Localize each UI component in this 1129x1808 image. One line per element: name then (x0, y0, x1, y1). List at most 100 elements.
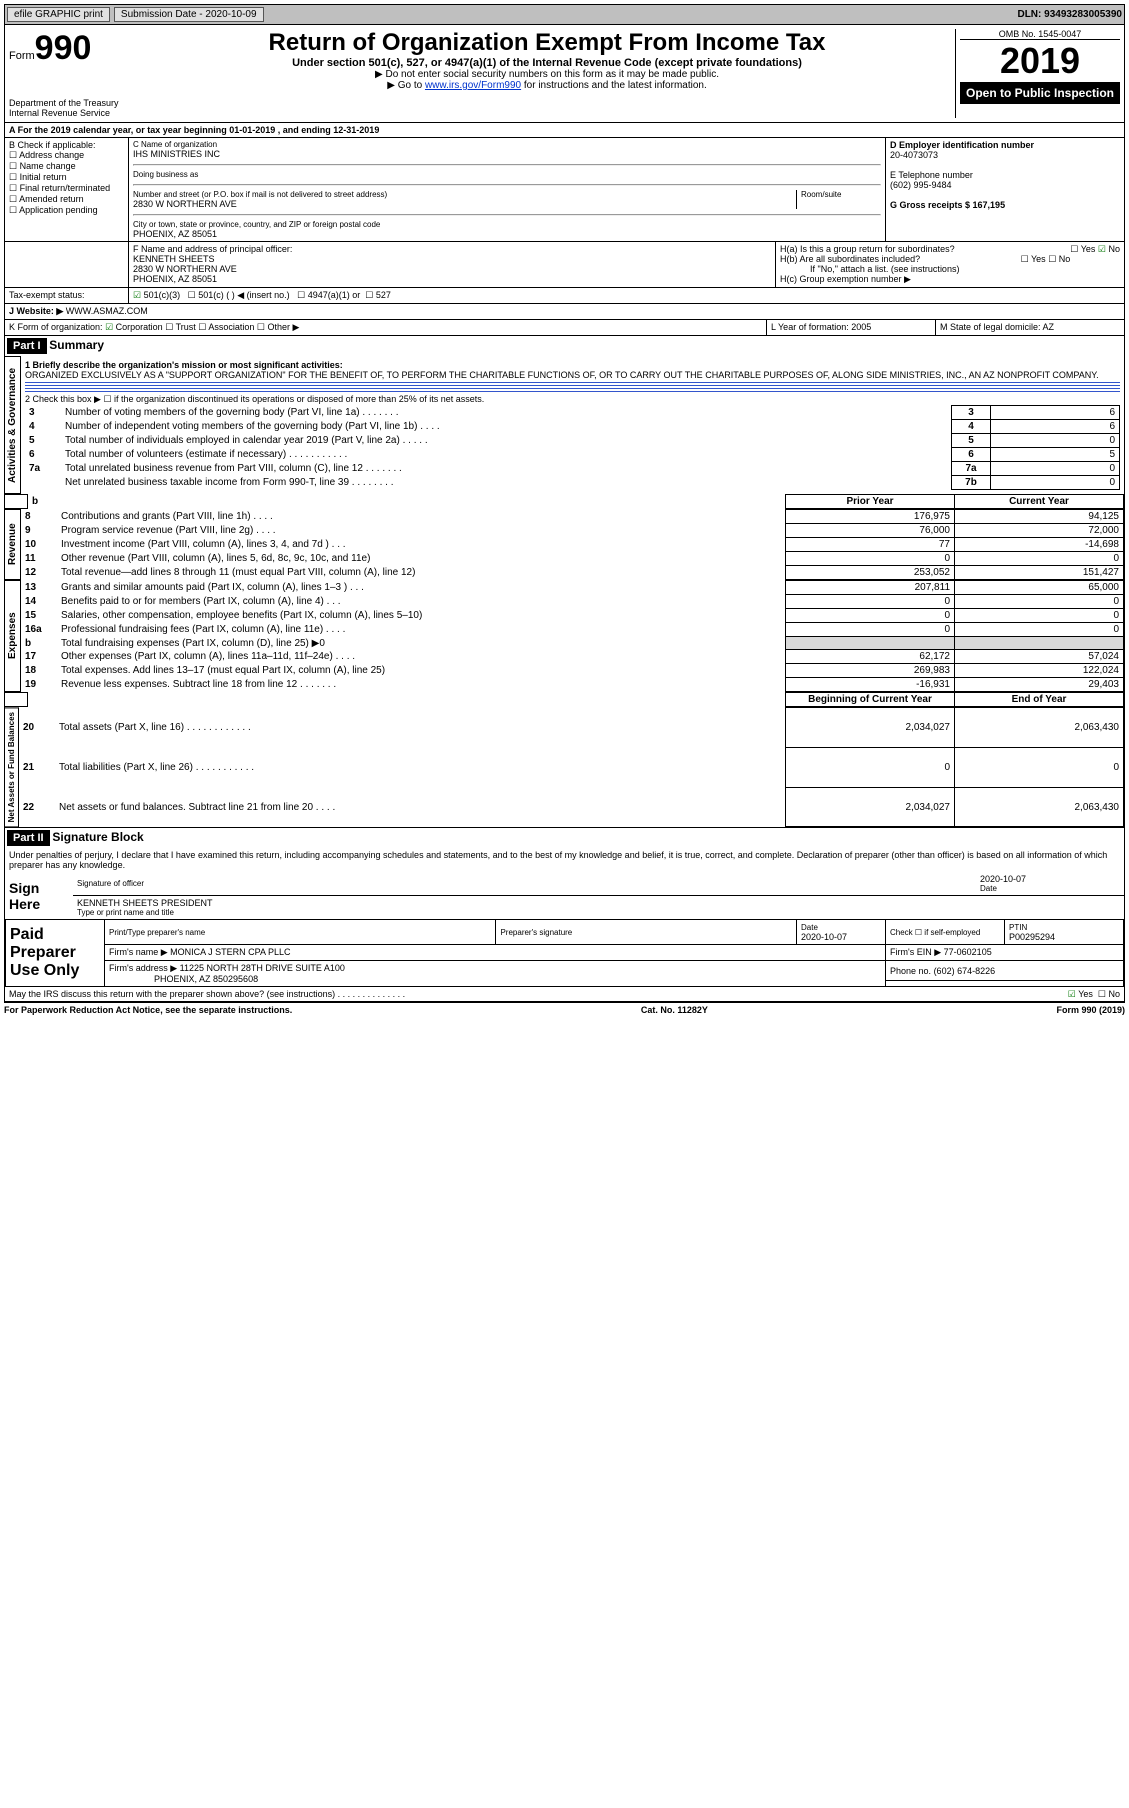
dept-label: Department of the Treasury Internal Reve… (9, 98, 139, 118)
chk-address[interactable]: Address change (9, 150, 124, 161)
date-label: Date (980, 884, 1120, 893)
efile-button[interactable]: efile GRAPHIC print (7, 7, 110, 22)
k-label: K Form of organization: (9, 322, 103, 332)
ha-no[interactable]: No (1098, 244, 1120, 254)
year-block: OMB No. 1545-0047 2019 Open to Public In… (955, 29, 1120, 118)
top-toolbar: efile GRAPHIC print Submission Date - 20… (4, 4, 1125, 25)
city-label: City or town, state or province, country… (133, 220, 881, 229)
tax-status-row: Tax-exempt status: 501(c)(3) 501(c) ( ) … (4, 288, 1125, 304)
prep-date: 2020-10-07 (801, 932, 847, 942)
chk-amended[interactable]: Amended return (9, 194, 124, 205)
hc-label: H(c) Group exemption number ▶ (780, 274, 1120, 285)
chk-pending[interactable]: Application pending (9, 205, 124, 216)
sign-here-label: Sign Here (5, 872, 73, 919)
open-inspection: Open to Public Inspection (960, 82, 1120, 104)
ha-yes[interactable]: Yes (1070, 244, 1095, 254)
row-a-text: A For the 2019 calendar year, or tax yea… (9, 125, 379, 135)
sig-officer-label: Signature of officer (77, 879, 972, 888)
chk-4947[interactable]: 4947(a)(1) or (297, 290, 360, 300)
hb-note: If "No," attach a list. (see instruction… (780, 264, 1120, 274)
website-value: WWW.ASMAZ.COM (66, 306, 148, 316)
part2: Part II Signature Block Under penalties … (4, 828, 1125, 1002)
irs-link[interactable]: www.irs.gov/Form990 (425, 80, 521, 91)
chk-assoc[interactable]: Association (198, 322, 254, 332)
col-current: Current Year (955, 495, 1124, 509)
title-block: Return of Organization Exempt From Incom… (139, 29, 955, 118)
prep-name-label: Print/Type preparer's name (109, 928, 205, 937)
sig-date: 2020-10-07 (980, 874, 1120, 884)
page-title: Return of Organization Exempt From Incom… (139, 29, 955, 57)
part1: Part I Summary Activities & Governance 1… (4, 336, 1125, 828)
discuss-yes[interactable]: Yes (1068, 989, 1093, 999)
netassets-table: 20Total assets (Part X, line 16) . . . .… (19, 707, 1124, 827)
discuss-no[interactable]: No (1098, 989, 1120, 999)
chk-527[interactable]: 527 (365, 290, 391, 300)
page-footer: For Paperwork Reduction Act Notice, see … (4, 1002, 1125, 1015)
chk-other[interactable]: Other ▶ (257, 322, 300, 332)
firm-name: MONICA J STERN CPA PLLC (170, 947, 290, 957)
chk-initial[interactable]: Initial return (9, 172, 124, 183)
firm-addr2: PHOENIX, AZ 850295608 (154, 974, 258, 984)
activities-label: Activities & Governance (5, 356, 21, 494)
klm-row: K Form of organization: Corporation Trus… (4, 320, 1125, 336)
discuss-text: May the IRS discuss this return with the… (9, 989, 405, 999)
form-word: Form (9, 50, 35, 62)
firm-addr-label: Firm's address ▶ (109, 963, 177, 973)
officer-typed-name: KENNETH SHEETS PRESIDENT (77, 898, 1120, 908)
check-self[interactable]: Check ☐ if self-employed (890, 928, 980, 937)
box-k: K Form of organization: Corporation Trus… (5, 320, 767, 335)
chk-final[interactable]: Final return/terminated (9, 183, 124, 194)
type-name-label: Type or print name and title (77, 908, 1120, 917)
dln-label: DLN: 93493283005390 (1017, 9, 1122, 20)
omb-label: OMB No. 1545-0047 (960, 29, 1120, 40)
instr2-post: for instructions and the latest informat… (521, 80, 707, 91)
firm-addr1: 11225 NORTH 28TH DRIVE SUITE A100 (180, 963, 345, 973)
part2-bar: Part II (7, 830, 50, 846)
ein-label: D Employer identification number (890, 140, 1120, 150)
revenue-label: Revenue (5, 509, 21, 580)
org-name: IHS MINISTRIES INC (133, 149, 881, 159)
instruction-1: ▶ Do not enter social security numbers o… (139, 69, 955, 80)
tax-year: 2019 (960, 40, 1120, 82)
firm-phone-label: Phone no. (890, 966, 931, 976)
tax-status-label: Tax-exempt status: (5, 288, 129, 303)
chk-501c3[interactable]: 501(c)(3) (133, 290, 180, 300)
row-a-calendar: A For the 2019 calendar year, or tax yea… (4, 123, 1125, 138)
form-number: 990 (35, 29, 92, 67)
gross-receipts: G Gross receipts $ 167,195 (890, 200, 1120, 210)
sign-here-table: Sign Here Signature of officer 2020-10-0… (5, 872, 1124, 919)
part1-title: Summary (49, 338, 104, 352)
instr2-pre: ▶ Go to (387, 80, 425, 91)
phone-value: (602) 995-9484 (890, 180, 1120, 190)
revenue-table: 8Contributions and grants (Part VIII, li… (21, 509, 1124, 580)
submission-date-button[interactable]: Submission Date - 2020-10-09 (114, 7, 264, 22)
prep-date-label: Date (801, 923, 818, 932)
paid-preparer-table: Paid Preparer Use Only Print/Type prepar… (5, 919, 1124, 987)
box-b-label: B Check if applicable: (9, 140, 124, 150)
net-header-table: Beginning of Current Year End of Year (28, 692, 1124, 707)
box-h: H(a) Is this a group return for subordin… (776, 242, 1124, 287)
chk-501c[interactable]: 501(c) ( ) ◀ (insert no.) (188, 290, 290, 300)
officer-label: F Name and address of principal officer: (133, 244, 771, 254)
officer-addr2: PHOENIX, AZ 85051 (133, 274, 771, 284)
room-label: Room/suite (796, 190, 881, 209)
netassets-label: Net Assets or Fund Balances (5, 707, 19, 827)
col-prior: Prior Year (786, 495, 955, 509)
form-number-block: Form990 Department of the Treasury Inter… (9, 29, 139, 118)
firm-ein-label: Firm's EIN ▶ (890, 947, 941, 957)
chk-corp[interactable]: Corporation (105, 322, 163, 332)
footer-mid: Cat. No. 11282Y (641, 1005, 708, 1015)
dba-label: Doing business as (133, 170, 881, 179)
city-state-zip: PHOENIX, AZ 85051 (133, 229, 881, 239)
hb-yes[interactable]: Yes (1021, 254, 1046, 264)
box-c: C Name of organization IHS MINISTRIES IN… (129, 138, 886, 241)
subtitle: Under section 501(c), 527, or 4947(a)(1)… (139, 57, 955, 69)
org-name-label: C Name of organization (133, 140, 881, 149)
hb-no[interactable]: No (1048, 254, 1070, 264)
chk-trust[interactable]: Trust (165, 322, 196, 332)
col-boy: Beginning of Current Year (786, 693, 955, 707)
chk-name[interactable]: Name change (9, 161, 124, 172)
addr-label: Number and street (or P.O. box if mail i… (133, 190, 796, 199)
instruction-2: ▶ Go to www.irs.gov/Form990 for instruct… (139, 80, 955, 91)
street-address: 2830 W NORTHERN AVE (133, 199, 796, 209)
